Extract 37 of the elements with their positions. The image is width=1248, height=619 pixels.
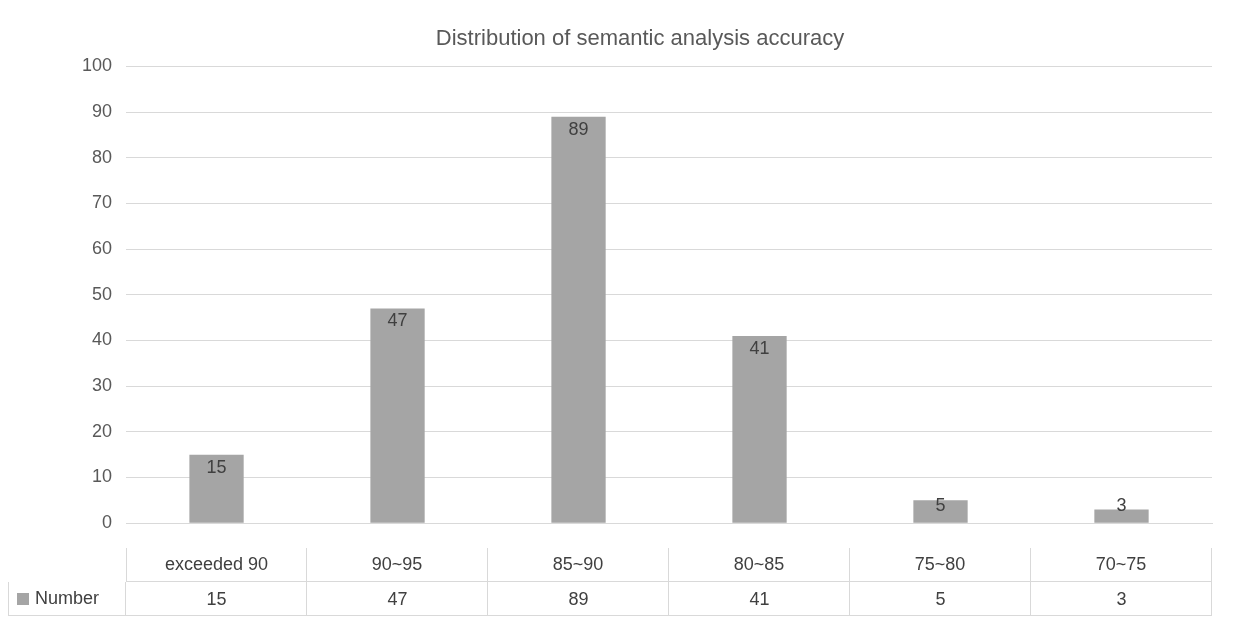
y-tick-label: 80	[92, 146, 113, 167]
y-tick-label: 0	[102, 512, 113, 533]
legend-label: Number	[35, 588, 100, 609]
x-tick-label: 85~90	[488, 548, 669, 582]
y-tick-label: 20	[92, 420, 113, 441]
x-tick-label: 75~80	[850, 548, 1031, 582]
bar	[732, 335, 787, 523]
bar	[551, 116, 606, 523]
x-tick-label: 70~75	[1031, 548, 1212, 582]
bar	[370, 308, 425, 523]
annotation: 41	[749, 337, 770, 358]
bar	[1094, 509, 1149, 523]
annotation: 47	[387, 310, 408, 331]
y-tick-label: 30	[92, 375, 113, 396]
bar	[913, 500, 968, 523]
bar	[189, 454, 244, 523]
x-tick-label: 80~85	[669, 548, 850, 582]
annotation: 5	[935, 494, 946, 515]
x-tick-label: exceeded 90	[126, 548, 308, 582]
y-tick-label: 10	[92, 466, 113, 487]
y-tick-label: 90	[92, 101, 113, 122]
chart-title: Distribution of semantic analysis accuracy	[435, 25, 845, 51]
data-label: 5	[850, 582, 1031, 616]
annotation: 89	[568, 118, 589, 139]
y-tick-label: 40	[92, 329, 113, 350]
y-tick-label: 50	[92, 283, 113, 304]
data-label: 47	[307, 582, 488, 616]
data-label: 3	[1031, 582, 1212, 616]
x-tick-label: 90~95	[307, 548, 488, 582]
data-label: 15	[126, 582, 308, 616]
data-label: 89	[488, 582, 669, 616]
annotation: 3	[1116, 494, 1127, 515]
y-tick-label: 70	[92, 192, 113, 213]
y-tick-label: 100	[81, 55, 113, 76]
data-label: 41	[669, 582, 850, 616]
y-tick-label: 60	[92, 238, 113, 259]
annotation: 15	[206, 456, 227, 477]
